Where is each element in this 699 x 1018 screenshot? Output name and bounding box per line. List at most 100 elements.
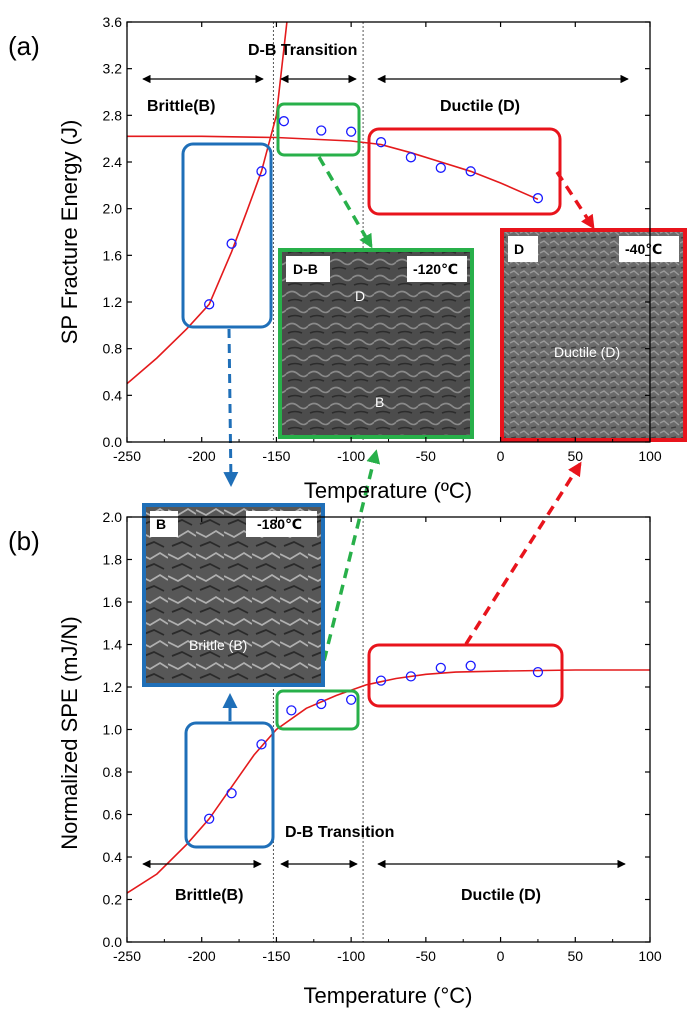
- y-tick-label: 0.0: [103, 934, 123, 950]
- sem-text-ductile: Ductile (D): [554, 344, 620, 360]
- panel-a-label: (a): [8, 31, 40, 61]
- y-tick-label: 1.0: [103, 722, 123, 738]
- sem-code-badge-ductile: [508, 236, 538, 262]
- brittle-label-b: Brittle(B): [175, 887, 243, 904]
- sem-code-badge-brittle: [150, 511, 178, 537]
- data-point: [316, 125, 327, 136]
- y-tick-label: 1.2: [103, 679, 123, 695]
- data-point: [204, 813, 215, 824]
- ductile-highlight-box-b: [367, 643, 564, 708]
- brittle-highlight-box-b: [184, 721, 275, 849]
- transition-label-b: D-B Transition: [285, 824, 394, 841]
- data-point: [345, 694, 357, 705]
- ductile-connector-arrow-b: [464, 461, 582, 645]
- x-tick-label: 0: [497, 948, 505, 964]
- data-point: [532, 666, 544, 678]
- x-tick-label: -150: [262, 948, 290, 964]
- data-point: [405, 671, 417, 682]
- y-tick-label: 2.4: [103, 154, 123, 170]
- y-tick-label: 3.6: [103, 14, 123, 30]
- y-axis-label-a: SP Fracture Energy (J): [57, 120, 82, 345]
- sem-region-d-mark: D: [355, 288, 365, 304]
- y-tick-label: 2.0: [103, 509, 123, 525]
- sem-code-brittle: B: [156, 516, 166, 532]
- data-point: [256, 166, 267, 177]
- y-tick-label: 0.2: [103, 892, 123, 908]
- brittle-highlight-box-a: [181, 142, 273, 329]
- transition-highlight-box-b: [275, 689, 360, 731]
- data-point: [532, 193, 544, 204]
- fit-curve: [127, 135, 539, 201]
- x-tick-label: 100: [638, 948, 662, 964]
- data-point: [435, 162, 446, 173]
- fit-curve: [127, 669, 650, 894]
- x-tick-label: 100: [638, 448, 662, 464]
- transition-connector-arrow-b: [318, 449, 381, 678]
- y-tick-label: 3.2: [103, 61, 123, 77]
- x-tick-label: -250: [113, 448, 141, 464]
- x-tick-label: 50: [567, 948, 583, 964]
- x-tick-label: 50: [567, 448, 583, 464]
- data-point: [204, 299, 215, 310]
- sem-text-brittle: Brittle (B): [189, 637, 247, 653]
- data-point: [375, 675, 387, 686]
- data-point: [316, 698, 327, 710]
- x-tick-label: -50: [416, 448, 436, 464]
- fit-curve: [127, 22, 288, 385]
- x-tick-label: -200: [188, 448, 216, 464]
- data-point: [278, 116, 290, 127]
- sem-temp-ductile: -40℃: [625, 241, 662, 257]
- ductile-label-b: Ductile (D): [461, 887, 541, 904]
- data-point: [435, 662, 446, 674]
- sem-inset-brittle: B -180℃ Brittle (B): [142, 503, 325, 687]
- y-axis-label-b: Normalized SPE (mJ/N): [57, 616, 82, 849]
- y-tick-label: 1.2: [103, 294, 123, 310]
- sem-code-badge-transition: [286, 256, 330, 282]
- x-axis-label-b: Temperature (°C): [304, 983, 473, 1008]
- brittle-connector-arrow: [223, 328, 239, 487]
- brittle-label-a: Brittle(B): [147, 98, 215, 115]
- transition-label-a: D-B Transition: [248, 42, 357, 59]
- data-point: [226, 238, 237, 249]
- x-tick-label: 0: [497, 448, 505, 464]
- y-tick-label: 0.4: [103, 849, 123, 865]
- y-tick-label: 1.6: [103, 594, 123, 610]
- data-point: [405, 152, 417, 163]
- data-point: [375, 137, 387, 148]
- x-axis-label-a: Temperature (ºC): [304, 478, 472, 503]
- y-tick-label: 0.8: [103, 764, 123, 780]
- sem-code-transition: D-B: [293, 261, 318, 277]
- y-tick-label: 1.6: [103, 247, 123, 263]
- data-point: [226, 788, 237, 799]
- transition-connector-arrow-a: [317, 156, 373, 249]
- sem-inset-ductile: D -40℃ Ductile (D): [500, 228, 687, 442]
- data-point: [465, 166, 476, 177]
- sem-temp-badge-brittle: [246, 511, 317, 537]
- x-tick-label: -100: [337, 448, 365, 464]
- y-tick-label: 1.4: [103, 637, 123, 653]
- panel-b: (b) B -180℃ Brittle (B) D-B Transition B…: [8, 503, 662, 1008]
- panel-a: (a) D-B Transition Brittle(B) Ductile (D…: [8, 14, 687, 678]
- y-tick-label: 0.8: [103, 341, 123, 357]
- sem-temp-brittle: -180℃: [257, 516, 302, 532]
- x-tick-label: -100: [337, 948, 365, 964]
- sem-temp-badge-transition: [407, 256, 467, 282]
- x-tick-label: -200: [188, 948, 216, 964]
- y-tick-label: 0.0: [103, 434, 123, 450]
- sem-temp-badge-ductile: [619, 236, 679, 262]
- sem-region-b-mark: B: [375, 394, 384, 410]
- ductile-connector-arrow-a: [555, 171, 595, 230]
- panel-b-label: (b): [8, 526, 40, 556]
- x-tick-label: -250: [113, 948, 141, 964]
- x-tick-label: -150: [262, 448, 290, 464]
- ductile-highlight-box-a: [367, 127, 562, 216]
- y-tick-label: 1.8: [103, 552, 123, 568]
- transition-highlight-box-a: [276, 102, 361, 157]
- data-point: [345, 126, 357, 137]
- sem-code-ductile: D: [514, 241, 524, 257]
- ductile-label-a: Ductile (D): [440, 98, 520, 115]
- y-tick-label: 0.4: [103, 387, 123, 403]
- y-tick-label: 0.6: [103, 807, 123, 823]
- data-point: [256, 739, 267, 750]
